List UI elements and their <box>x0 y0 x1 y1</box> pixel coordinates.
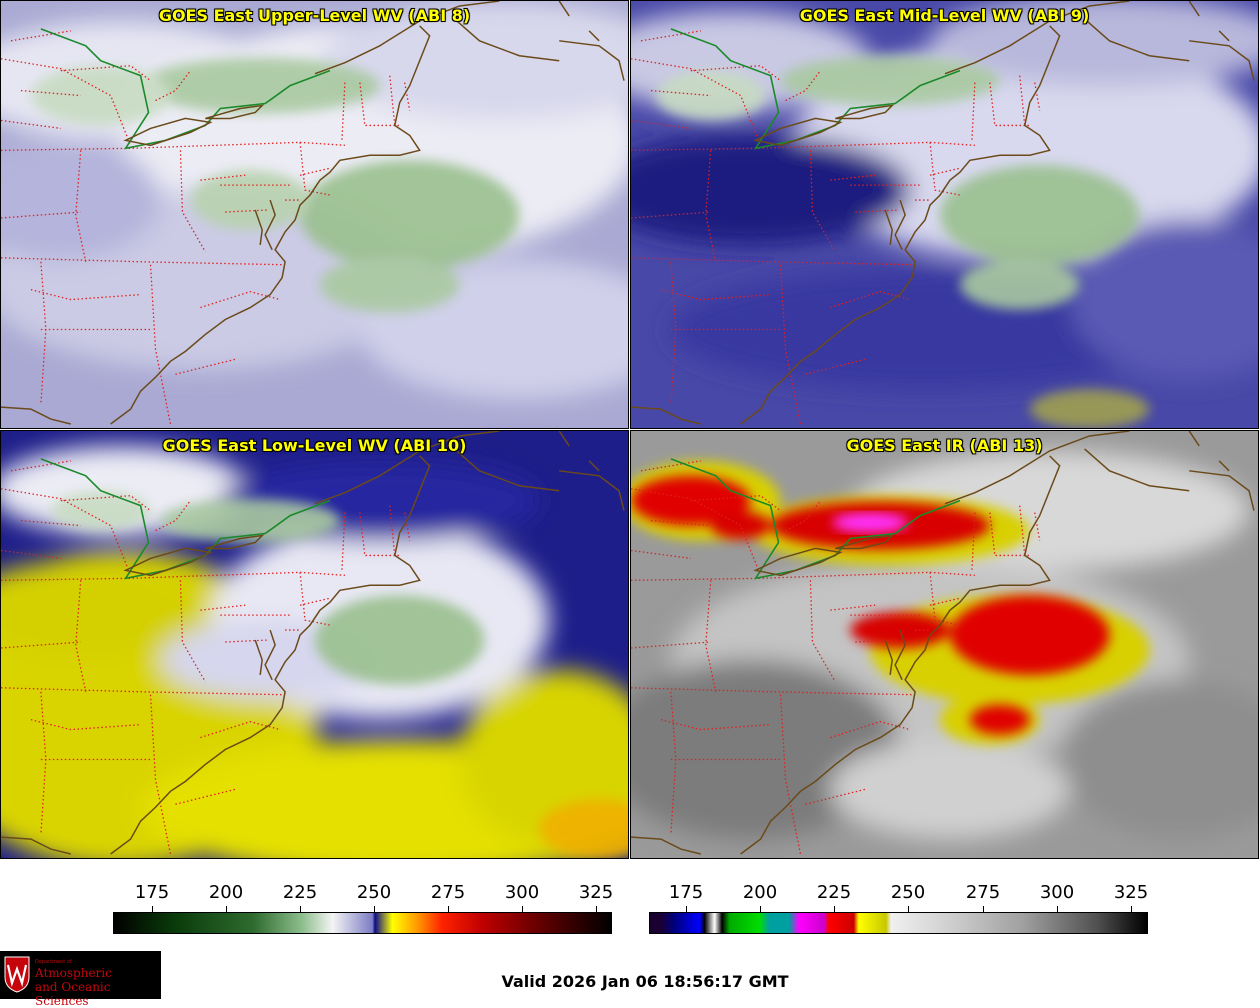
ir-tick-label: 250 <box>890 882 926 903</box>
logo-line-1: Atmospheric <box>35 966 112 980</box>
ir-tick-label: 275 <box>965 882 1001 903</box>
mid-level-wv-image <box>631 1 1258 428</box>
wv-colorbar <box>113 912 612 934</box>
wv-tick-label: 275 <box>430 882 466 903</box>
ir-tick-label: 325 <box>1113 882 1149 903</box>
ir-colorbar <box>649 912 1148 934</box>
panel-title: GOES East Upper-Level WV (ABI 8) <box>158 6 471 25</box>
ir-tick-label: 300 <box>1039 882 1075 903</box>
uw-crest-icon <box>4 956 30 993</box>
ir-tick-label: 200 <box>742 882 778 903</box>
ir-tick-label: 225 <box>816 882 852 903</box>
upper-level-wv-panel: GOES East Upper-Level WV (ABI 8) <box>0 0 629 429</box>
wv-tick-label: 200 <box>208 882 244 903</box>
upper-level-wv-image <box>1 1 628 428</box>
wv-tick-label: 225 <box>282 882 318 903</box>
colorbar-tick <box>834 906 835 912</box>
colorbar-tick <box>686 906 687 912</box>
colorbar-tick <box>448 906 449 912</box>
wv-tick-label: 325 <box>578 882 614 903</box>
colorbar-tick <box>522 906 523 912</box>
panel-title: GOES East Mid-Level WV (ABI 9) <box>799 6 1090 25</box>
ir-panel: GOES East IR (ABI 13) <box>630 430 1259 859</box>
logo-dept-text: Department of <box>35 959 72 965</box>
wv-tick-label: 250 <box>356 882 392 903</box>
colorbar-tick <box>983 906 984 912</box>
panel-title: GOES East Low-Level WV (ABI 10) <box>162 436 467 455</box>
colorbar-tick <box>1057 906 1058 912</box>
colorbar-tick <box>1131 906 1132 912</box>
ir-image <box>631 431 1258 858</box>
colorbar-tick <box>908 906 909 912</box>
ir-tick-label: 175 <box>668 882 704 903</box>
colorbar-tick <box>760 906 761 912</box>
valid-time-label: Valid 2026 Jan 06 18:56:17 GMT <box>501 972 789 991</box>
wv-tick-label: 175 <box>134 882 170 903</box>
colorbar-tick <box>596 906 597 912</box>
colorbar-tick <box>374 906 375 912</box>
low-level-wv-panel: GOES East Low-Level WV (ABI 10) <box>0 430 629 859</box>
mid-level-wv-panel: GOES East Mid-Level WV (ABI 9) <box>630 0 1259 429</box>
colorbar-tick <box>300 906 301 912</box>
colorbar-tick <box>226 906 227 912</box>
panel-title: GOES East IR (ABI 13) <box>846 436 1043 455</box>
low-level-wv-image <box>1 431 628 858</box>
wv-tick-label: 300 <box>504 882 540 903</box>
colorbar-tick <box>152 906 153 912</box>
